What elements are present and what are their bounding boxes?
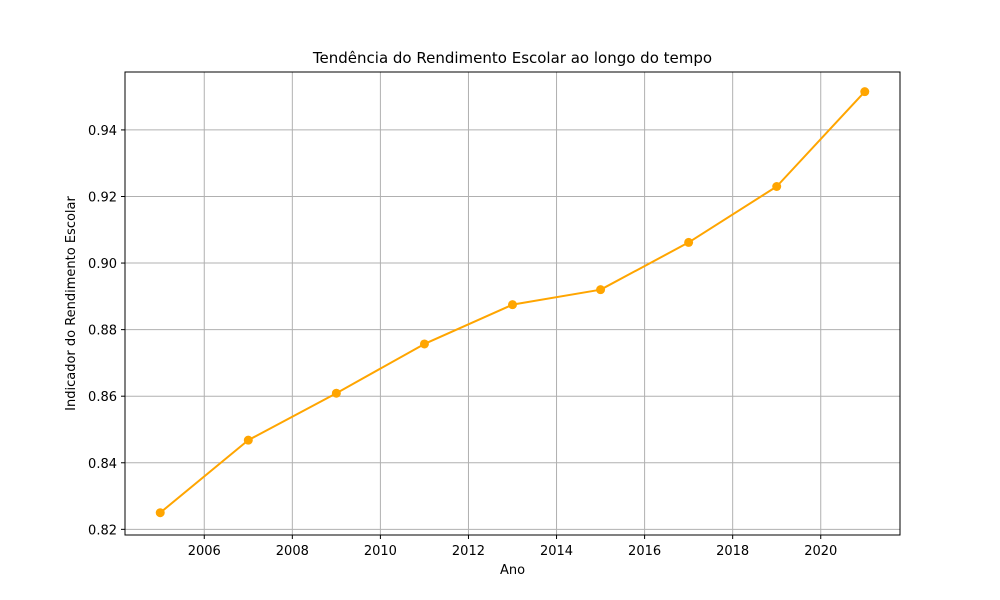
x-tick-label: 2012 [452, 544, 485, 559]
data-point [331, 388, 341, 398]
y-tick-label: 0.86 [88, 390, 117, 405]
data-point [772, 182, 782, 192]
chart-title: Tendência do Rendimento Escolar ao longo… [312, 49, 712, 67]
y-tick-label: 0.88 [88, 324, 117, 339]
x-tick-label: 2014 [540, 544, 573, 559]
data-point [684, 237, 694, 247]
x-tick-label: 2006 [188, 544, 221, 559]
y-tick-label: 0.82 [88, 523, 117, 538]
x-tick-label: 2008 [276, 544, 309, 559]
y-tick-label: 0.94 [88, 124, 117, 139]
axis-ticks: 2006 2008 2010 2012 2014 2016 2018 2020 0.82 0.84… [88, 124, 837, 559]
x-tick-label: 2010 [364, 544, 397, 559]
y-tick-label: 0.92 [88, 190, 117, 205]
data-point [243, 435, 253, 445]
y-tick-label: 0.84 [88, 457, 117, 472]
data-series [155, 87, 870, 518]
data-point [860, 87, 870, 97]
data-point [508, 300, 517, 310]
x-axis-label: Ano [500, 563, 525, 578]
plot-frame [124, 71, 901, 536]
x-tick-label: 2018 [716, 544, 749, 559]
grid-lines [125, 72, 900, 535]
y-tick-label: 0.90 [88, 257, 117, 272]
data-point [596, 285, 606, 295]
data-point [155, 508, 165, 518]
x-tick-label: 2020 [804, 544, 837, 559]
x-tick-label: 2016 [628, 544, 661, 559]
data-point [419, 339, 429, 349]
y-axis-label: Indicador do Rendimento Escolar [64, 195, 79, 410]
